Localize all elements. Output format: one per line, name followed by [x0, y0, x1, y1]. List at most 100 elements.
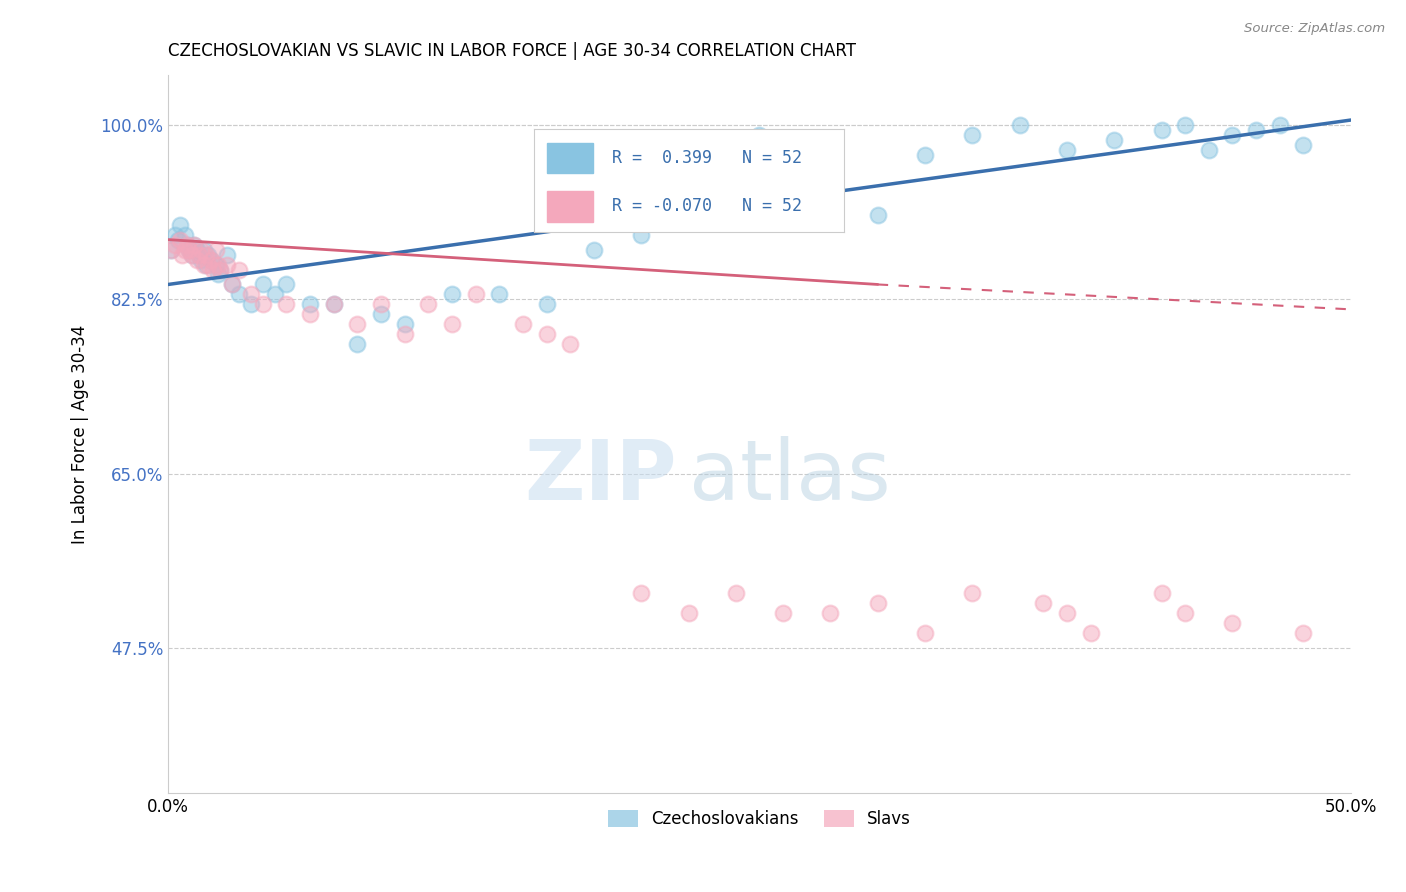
Point [190, 243, 212, 257]
Point [560, 337, 582, 351]
Point [724, 586, 747, 600]
Point [678, 607, 700, 621]
Point [217, 247, 239, 261]
Point [159, 243, 181, 257]
Point [678, 198, 700, 212]
Point [180, 247, 202, 261]
Bar [547, 143, 593, 173]
Point [1102, 133, 1125, 147]
Point [536, 297, 558, 311]
Point [536, 327, 558, 342]
Point [252, 297, 274, 311]
Point [394, 327, 416, 342]
Point [299, 297, 322, 311]
Point [370, 307, 392, 321]
Text: CZECHOSLOVAKIAN VS SLAVIC IN LABOR FORCE | AGE 30-34 CORRELATION CHART: CZECHOSLOVAKIAN VS SLAVIC IN LABOR FORCE… [169, 42, 856, 60]
Point [221, 277, 243, 292]
Text: R =  0.399   N = 52: R = 0.399 N = 52 [612, 149, 801, 167]
Point [193, 243, 215, 257]
Point [1150, 123, 1173, 137]
Point [188, 247, 211, 261]
Point [200, 252, 222, 267]
Point [418, 297, 440, 311]
Bar [547, 191, 593, 221]
Point [1056, 607, 1078, 621]
Point [165, 237, 187, 252]
Point [186, 243, 208, 257]
Point [1292, 138, 1315, 153]
Point [1174, 118, 1197, 132]
Point [173, 243, 195, 257]
Point [188, 247, 211, 261]
Point [169, 218, 191, 232]
Point [464, 287, 486, 301]
Point [252, 277, 274, 292]
Point [276, 277, 298, 292]
Point [440, 287, 463, 301]
Point [204, 258, 226, 272]
Point [914, 626, 936, 640]
Point [1222, 616, 1244, 631]
Point [299, 307, 322, 321]
Point [240, 297, 263, 311]
Point [204, 243, 226, 257]
Point [193, 258, 215, 272]
Point [195, 258, 218, 272]
Point [1222, 128, 1244, 142]
Point [394, 318, 416, 332]
Point [1056, 143, 1078, 157]
Point [1080, 626, 1102, 640]
Point [228, 262, 250, 277]
Point [202, 262, 225, 277]
Point [186, 252, 208, 267]
Point [1008, 118, 1031, 132]
Point [582, 243, 605, 257]
Point [180, 247, 202, 261]
Point [440, 318, 463, 332]
Point [866, 208, 889, 222]
Text: ZIP: ZIP [524, 436, 676, 517]
Point [748, 128, 770, 142]
Point [866, 596, 889, 610]
Point [914, 148, 936, 162]
Point [630, 227, 652, 242]
Point [962, 128, 984, 142]
Point [190, 252, 212, 267]
Point [166, 233, 188, 247]
Point [1032, 596, 1054, 610]
Point [176, 237, 198, 252]
Point [772, 607, 794, 621]
Point [172, 247, 194, 261]
Text: atlas: atlas [689, 436, 890, 517]
Point [197, 258, 219, 272]
Point [1198, 143, 1220, 157]
Point [1268, 118, 1291, 132]
Point [179, 243, 201, 257]
Point [173, 227, 195, 242]
Text: Source: ZipAtlas.com: Source: ZipAtlas.com [1244, 22, 1385, 36]
Point [1292, 626, 1315, 640]
Point [630, 586, 652, 600]
Point [217, 258, 239, 272]
Point [209, 262, 232, 277]
Point [195, 247, 218, 261]
Point [488, 287, 510, 301]
Point [179, 243, 201, 257]
Point [169, 233, 191, 247]
Point [276, 297, 298, 311]
Point [176, 237, 198, 252]
Point [346, 318, 368, 332]
Text: R = -0.070   N = 52: R = -0.070 N = 52 [612, 197, 801, 215]
Point [183, 237, 205, 252]
Point [209, 262, 232, 277]
Point [263, 287, 285, 301]
Point [1150, 586, 1173, 600]
Point [322, 297, 344, 311]
Point [962, 586, 984, 600]
Point [820, 178, 842, 192]
Point [165, 227, 187, 242]
Point [240, 287, 263, 301]
Point [512, 318, 534, 332]
Point [221, 277, 243, 292]
Point [200, 252, 222, 267]
